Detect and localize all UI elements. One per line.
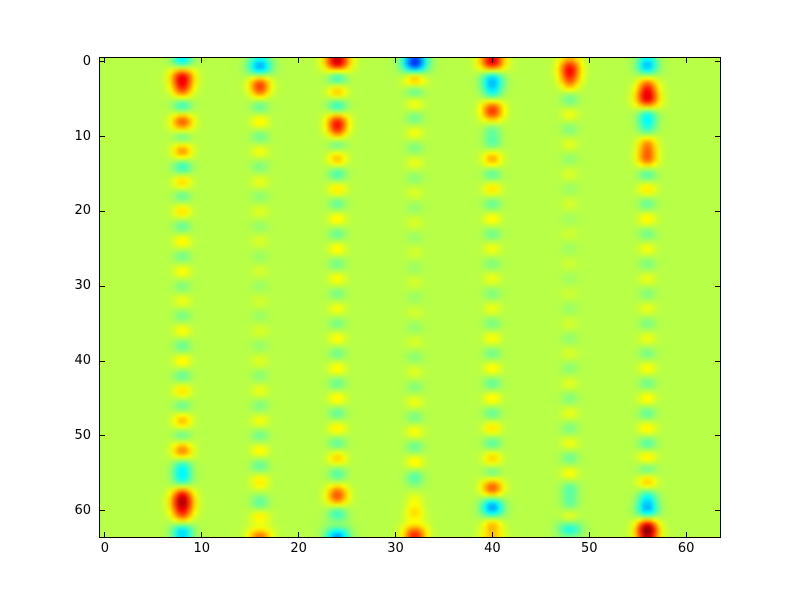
- x-tick-label: 50: [580, 541, 598, 556]
- x-tick-label: 60: [677, 541, 695, 556]
- x-tick-label: 0: [100, 541, 109, 556]
- x-tick-label: 30: [387, 541, 404, 556]
- plot-area: [99, 57, 721, 538]
- y-tick-label: 0: [82, 53, 91, 69]
- x-tick-label: 20: [290, 541, 307, 556]
- y-tick-label: 20: [74, 203, 91, 219]
- x-tick-label: 10: [193, 541, 210, 556]
- y-tick-label: 40: [74, 353, 91, 369]
- y-tick-label: 60: [74, 502, 91, 518]
- y-tick-label: 50: [74, 427, 91, 443]
- x-tick-label: 40: [484, 541, 501, 556]
- heatmap-canvas: [100, 58, 720, 537]
- y-tick-label: 10: [74, 128, 91, 144]
- y-tick-label: 30: [74, 278, 91, 294]
